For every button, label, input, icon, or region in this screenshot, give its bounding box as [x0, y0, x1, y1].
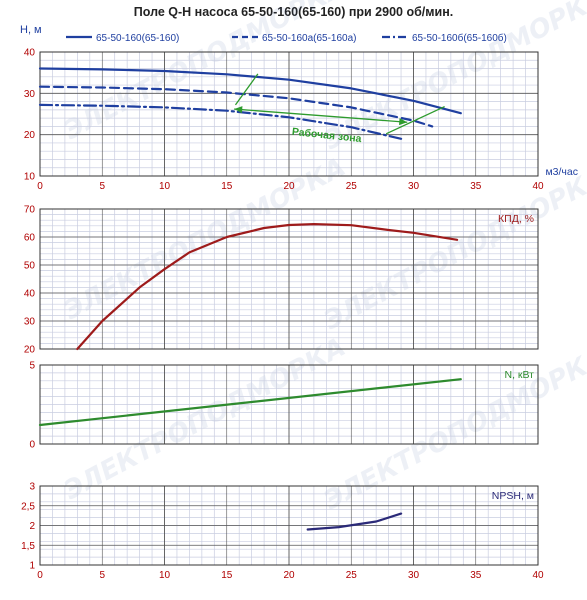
x-tick-label: 0	[37, 181, 43, 192]
series-line-qh-0	[38, 67, 462, 115]
legend-label: 65-50-160б(65-160б)	[412, 32, 507, 44]
panel-efficiency	[39, 208, 539, 351]
series-line-npsh-0	[306, 512, 403, 531]
x-tick-label: 10	[159, 181, 171, 192]
y-tick-label: 30	[24, 317, 36, 328]
series-line-power-0	[38, 378, 462, 427]
y-axis-title: H, м	[20, 24, 42, 36]
panel-power	[38, 364, 539, 445]
y-tick-label: 50	[24, 261, 36, 272]
panel-title-efficiency: КПД, %	[498, 213, 534, 225]
panel-qh	[38, 51, 539, 177]
plot-frame	[39, 485, 539, 566]
x-tick-label: 40	[532, 181, 544, 192]
chart-title: Поле Q-H насоса 65-50-160(65-160) при 29…	[133, 5, 454, 19]
x-tick-label: 20	[283, 181, 295, 192]
x-tick-label: 40	[532, 570, 544, 581]
x-tick-label: 5	[99, 570, 105, 581]
work-zone	[234, 73, 445, 135]
legend-label: 65-50-160а(65-160а)	[262, 33, 357, 44]
series-line-qh-1	[38, 85, 434, 128]
y-tick-label: 40	[24, 289, 36, 300]
arrow-head	[399, 118, 408, 126]
y-tick-label: 70	[24, 205, 36, 216]
y-tick-label: 60	[24, 233, 36, 244]
work-zone-arrow	[234, 108, 408, 123]
series-line-qh-2	[38, 103, 403, 140]
y-tick-label: 1,5	[21, 541, 35, 552]
x-tick-label: 20	[283, 570, 295, 581]
x-tick-label: 15	[221, 181, 233, 192]
y-tick-label: 20	[24, 345, 36, 356]
y-tick-label: 30	[24, 89, 36, 100]
panel-npsh	[39, 485, 539, 566]
x-tick-label: 25	[346, 570, 358, 581]
x-tick-label: 0	[37, 570, 43, 581]
x-tick-label: 25	[346, 181, 358, 192]
y-tick-label: 5	[29, 361, 35, 372]
watermark-text: ЭЛЕКТРОПОДМОРКА	[319, 342, 587, 516]
y-tick-label: 2,5	[21, 501, 35, 512]
x-tick-label: 30	[408, 181, 420, 192]
y-tick-label: 40	[24, 48, 36, 59]
x-tick-label: 10	[159, 570, 171, 581]
plot-frame	[39, 208, 539, 350]
y-tick-label: 2	[29, 521, 35, 532]
work-zone-right-line	[385, 105, 445, 135]
y-tick-label: 20	[24, 130, 36, 141]
y-tick-label: 1	[29, 561, 35, 572]
y-tick-label: 10	[24, 172, 36, 183]
x-tick-label: 15	[221, 570, 233, 581]
series-line-efficiency-0	[76, 223, 459, 351]
y-tick-label: 0	[29, 440, 35, 451]
panel-title-power: N, кВт	[505, 369, 535, 381]
x-tick-label: 35	[470, 570, 482, 581]
arrow-head	[234, 106, 243, 114]
x-tick-label: 35	[470, 181, 482, 192]
x-tick-label: 30	[408, 570, 420, 581]
legend-label: 65-50-160(65-160)	[96, 33, 179, 44]
watermark-text: ЭЛЕКТРОПОДМОРКА	[59, 152, 350, 326]
y-tick-label: 3	[29, 482, 35, 493]
panel-title-npsh: NPSH, м	[492, 490, 534, 502]
x-axis-title: м3/час	[545, 166, 578, 178]
work-zone-left-line	[234, 73, 259, 106]
x-tick-label: 5	[99, 181, 105, 192]
plot-frame	[39, 51, 539, 177]
watermark: ЭЛЕКТРОПОДМОРКАЭЛЕКТРОПОДМОРКАЭЛЕКТРОПОД…	[59, 0, 587, 516]
plot-frame	[39, 364, 539, 445]
